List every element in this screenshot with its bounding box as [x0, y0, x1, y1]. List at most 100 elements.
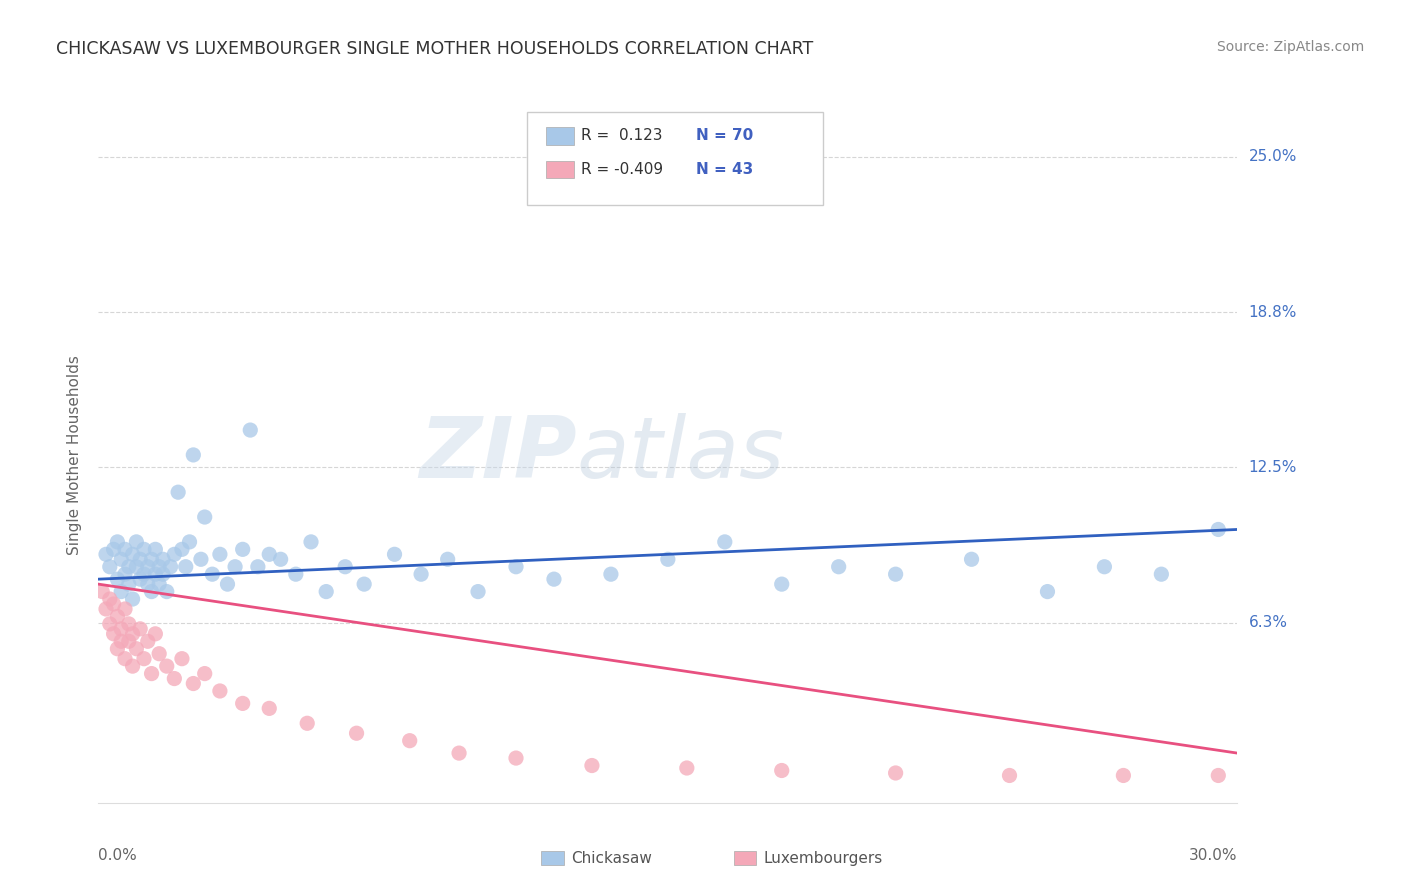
Point	[121, 627, 143, 641]
Point	[152, 552, 174, 566]
Point	[114, 542, 136, 557]
Point	[98, 559, 121, 574]
Point	[110, 552, 132, 566]
Point	[232, 542, 254, 557]
Text: R = -0.409: R = -0.409	[581, 162, 662, 177]
Point	[543, 572, 565, 586]
Point	[1208, 523, 1230, 537]
Point	[107, 641, 129, 656]
Point	[335, 559, 357, 574]
Point	[449, 746, 471, 760]
Point	[1094, 559, 1116, 574]
Point	[118, 634, 141, 648]
Point	[141, 666, 163, 681]
Point	[121, 659, 143, 673]
Point	[110, 622, 132, 636]
Point	[103, 542, 125, 557]
Point	[132, 567, 155, 582]
Point	[132, 542, 155, 557]
Point	[1112, 768, 1135, 782]
Point	[998, 768, 1021, 782]
Point	[270, 552, 292, 566]
Point	[118, 559, 141, 574]
Point	[884, 567, 907, 582]
Point	[107, 572, 129, 586]
Point	[145, 542, 167, 557]
Text: N = 70: N = 70	[696, 128, 754, 143]
Point	[136, 634, 159, 648]
Point	[110, 584, 132, 599]
Point	[118, 577, 141, 591]
Point	[114, 602, 136, 616]
Point	[125, 559, 148, 574]
Point	[884, 766, 907, 780]
Point	[505, 559, 527, 574]
Point	[201, 567, 224, 582]
Point	[411, 567, 433, 582]
Point	[110, 634, 132, 648]
Text: 0.0%: 0.0%	[98, 847, 138, 863]
Text: N = 43: N = 43	[696, 162, 754, 177]
Point	[91, 584, 114, 599]
Point	[600, 567, 623, 582]
Point	[141, 584, 163, 599]
Point	[384, 547, 406, 561]
Point	[125, 641, 148, 656]
Point	[148, 559, 170, 574]
Point	[770, 577, 793, 591]
Point	[960, 552, 983, 566]
Point	[224, 559, 246, 574]
Point	[159, 559, 181, 574]
Point	[208, 547, 231, 561]
Point	[208, 684, 231, 698]
Point	[179, 534, 201, 549]
Point	[132, 651, 155, 665]
Point	[170, 542, 193, 557]
Point	[107, 609, 129, 624]
Point	[259, 701, 281, 715]
Point	[505, 751, 527, 765]
Point	[145, 567, 167, 582]
Text: R =  0.123: R = 0.123	[581, 128, 662, 143]
Text: 25.0%: 25.0%	[1249, 149, 1296, 164]
Text: 6.3%: 6.3%	[1249, 615, 1288, 630]
Point	[284, 567, 307, 582]
Point	[353, 577, 375, 591]
Text: 12.5%: 12.5%	[1249, 460, 1296, 475]
Point	[217, 577, 239, 591]
Y-axis label: Single Mother Households: Single Mother Households	[67, 355, 83, 555]
Point	[828, 559, 851, 574]
Text: 30.0%: 30.0%	[1189, 847, 1237, 863]
Point	[467, 584, 489, 599]
Point	[136, 577, 159, 591]
Point	[657, 552, 679, 566]
Point	[299, 534, 322, 549]
Point	[170, 651, 193, 665]
Point	[114, 651, 136, 665]
Point	[98, 616, 121, 631]
Point	[98, 592, 121, 607]
Point	[148, 577, 170, 591]
Point	[246, 559, 269, 574]
Point	[163, 672, 186, 686]
Point	[107, 534, 129, 549]
Point	[239, 423, 262, 437]
Point	[1150, 567, 1173, 582]
Point	[436, 552, 458, 566]
Point	[770, 764, 793, 778]
Point	[163, 547, 186, 561]
Point	[103, 627, 125, 641]
Text: atlas: atlas	[576, 413, 785, 497]
Point	[398, 733, 420, 747]
Text: Source: ZipAtlas.com: Source: ZipAtlas.com	[1216, 40, 1364, 54]
Point	[297, 716, 319, 731]
Point	[148, 647, 170, 661]
Point	[94, 547, 117, 561]
Point	[145, 627, 167, 641]
Point	[346, 726, 368, 740]
Point	[190, 552, 212, 566]
Text: 18.8%: 18.8%	[1249, 304, 1296, 319]
Point	[714, 534, 737, 549]
Point	[232, 697, 254, 711]
Point	[121, 547, 143, 561]
